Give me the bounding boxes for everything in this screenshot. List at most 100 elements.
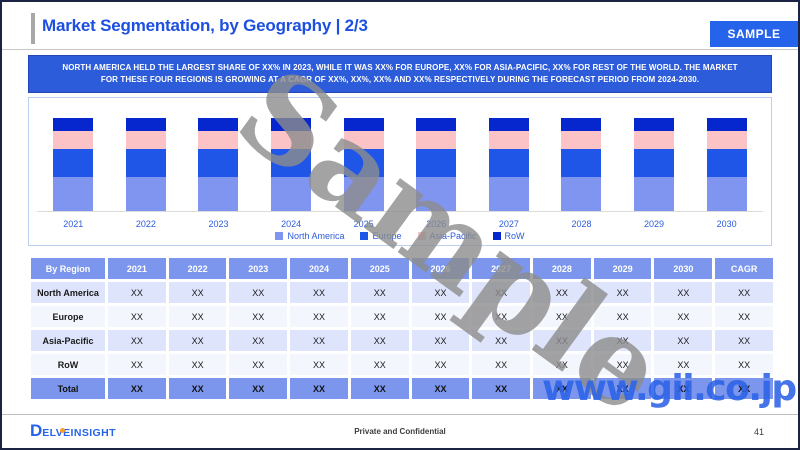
table-row-total: Total XX XX XX XX XX XX XX XX XX XX XX — [31, 378, 773, 399]
cell-europe-2021: XX — [108, 306, 166, 327]
logo-orange-dot-icon — [60, 428, 65, 433]
cell-north-america-2030: XX — [654, 282, 713, 303]
bar-segment-row — [488, 118, 529, 132]
cell-north-america-2022: XX — [168, 282, 227, 303]
stacked-bar-2030 — [706, 118, 747, 211]
footer-divider — [2, 414, 798, 415]
row-label-europe: Europe — [31, 306, 105, 327]
cell-asia-pacific-2025: XX — [350, 330, 409, 351]
cell-north-america-2029: XX — [593, 282, 652, 303]
stacked-bar-2023 — [198, 118, 239, 211]
legend-item-north-america: North America — [275, 231, 344, 241]
bar-segment-asia-pacific — [634, 131, 675, 149]
x-axis-label-2028: 2028 — [571, 219, 592, 229]
bar-group-2027 — [473, 118, 546, 211]
bar-segment-north-america — [271, 176, 312, 211]
legend-swatch-row — [492, 232, 501, 240]
bar-segment-asia-pacific — [125, 131, 166, 149]
bar-segment-europe — [198, 148, 239, 177]
sample-button[interactable]: SAMPLE — [710, 21, 798, 47]
cell-europe-2028: XX — [533, 306, 591, 327]
cell-europe-2023: XX — [229, 306, 288, 327]
cell-total-2026: XX — [411, 378, 470, 399]
stacked-bar-2029 — [634, 118, 675, 211]
cell-asia-pacific-2030: XX — [654, 330, 713, 351]
bar-segment-europe — [634, 148, 675, 177]
header: Market Segmentation, by Geography | 2/3 … — [2, 2, 798, 50]
bar-segment-row — [343, 118, 384, 132]
x-axis-label-2022: 2022 — [135, 219, 156, 229]
cell-total-2025: XX — [350, 378, 409, 399]
bar-group-2022 — [110, 118, 183, 211]
bar-segment-row — [706, 118, 747, 132]
legend-label-row: RoW — [504, 231, 525, 241]
legend-label-europe: Europe — [372, 231, 402, 241]
cell-europe-2022: XX — [168, 306, 227, 327]
bar-segment-europe — [343, 148, 384, 177]
bar-segment-north-america — [125, 176, 166, 211]
bar-segment-asia-pacific — [488, 131, 529, 149]
legend-swatch-asia-pacific — [417, 232, 426, 240]
bar-segment-north-america — [198, 176, 239, 211]
table-header-2023: 2023 — [229, 258, 288, 279]
cell-total-2024: XX — [290, 378, 348, 399]
table-header-2024: 2024 — [290, 258, 348, 279]
cell-asia-pacific-2028: XX — [533, 330, 591, 351]
bar-segment-europe — [561, 148, 602, 177]
cell-europe-2024: XX — [290, 306, 348, 327]
table-body: North America XX XX XX XX XX XX XX XX XX XX XX Europ… — [31, 282, 773, 399]
row-label-north-america: North America — [31, 282, 105, 303]
cell-asia-pacific-cagr: XX — [715, 330, 773, 351]
logo-d-letter: D — [30, 421, 43, 440]
cell-europe-2030: XX — [654, 306, 713, 327]
table-header-row: By Region 2021 2022 2023 2024 2025 2026 2027 202… — [31, 258, 773, 279]
x-axis-label-2026: 2026 — [426, 219, 447, 229]
cell-asia-pacific-2024: XX — [290, 330, 348, 351]
bar-segment-asia-pacific — [198, 131, 239, 149]
cell-row-2024: XX — [290, 354, 348, 375]
bar-segment-asia-pacific — [271, 131, 312, 149]
bar-segment-row — [125, 118, 166, 132]
cell-total-2028: XX — [533, 378, 591, 399]
stacked-bar-2022 — [125, 118, 166, 211]
bar-segment-europe — [488, 148, 529, 177]
stacked-bar-2021 — [53, 118, 94, 211]
cell-asia-pacific-2023: XX — [229, 330, 288, 351]
table-row-north-america: North America XX XX XX XX XX XX XX XX XX XX XX — [31, 282, 773, 303]
table-header-2025: 2025 — [350, 258, 409, 279]
bar-segment-north-america — [53, 176, 94, 211]
bar-segment-north-america — [706, 176, 747, 211]
bar-segment-asia-pacific — [53, 131, 94, 149]
cell-total-2022: XX — [168, 378, 227, 399]
cell-row-2026: XX — [411, 354, 470, 375]
bar-segment-europe — [125, 148, 166, 177]
cell-asia-pacific-2022: XX — [168, 330, 227, 351]
stacked-bar-2025 — [343, 118, 384, 211]
bar-segment-north-america — [561, 176, 602, 211]
cell-asia-pacific-2029: XX — [593, 330, 652, 351]
bar-segment-north-america — [634, 176, 675, 211]
cell-total-2029: XX — [593, 378, 652, 399]
bar-segment-row — [198, 118, 239, 132]
x-axis-label-2030: 2030 — [716, 219, 737, 229]
legend-item-europe: Europe — [360, 231, 402, 241]
cell-europe-cagr: XX — [715, 306, 773, 327]
table-header-2026: 2026 — [411, 258, 470, 279]
cell-europe-2029: XX — [593, 306, 652, 327]
table-row-asia-pacific: Asia-Pacific XX XX XX XX XX XX XX XX XX XX XX — [31, 330, 773, 351]
bar-segment-asia-pacific — [416, 131, 457, 149]
cell-row-2021: XX — [108, 354, 166, 375]
row-label-row: RoW — [31, 354, 105, 375]
bar-group-2026 — [400, 118, 473, 211]
cell-row-2028: XX — [533, 354, 591, 375]
chart-legend: North America Europe Asia-Pacific RoW — [29, 231, 771, 241]
key-message-banner: NORTH AMERICA HELD THE LARGEST SHARE OF … — [28, 55, 772, 93]
cell-total-2021: XX — [108, 378, 166, 399]
table-header-by-region: By Region — [31, 258, 105, 279]
bar-segment-north-america — [488, 176, 529, 211]
x-axis-label-2023: 2023 — [208, 219, 229, 229]
cell-total-cagr: XX — [715, 378, 773, 399]
cell-asia-pacific-2021: XX — [108, 330, 166, 351]
table-row-row: RoW XX XX XX XX XX XX XX XX XX XX XX — [31, 354, 773, 375]
confidential-label: Private and Confidential — [354, 427, 446, 436]
